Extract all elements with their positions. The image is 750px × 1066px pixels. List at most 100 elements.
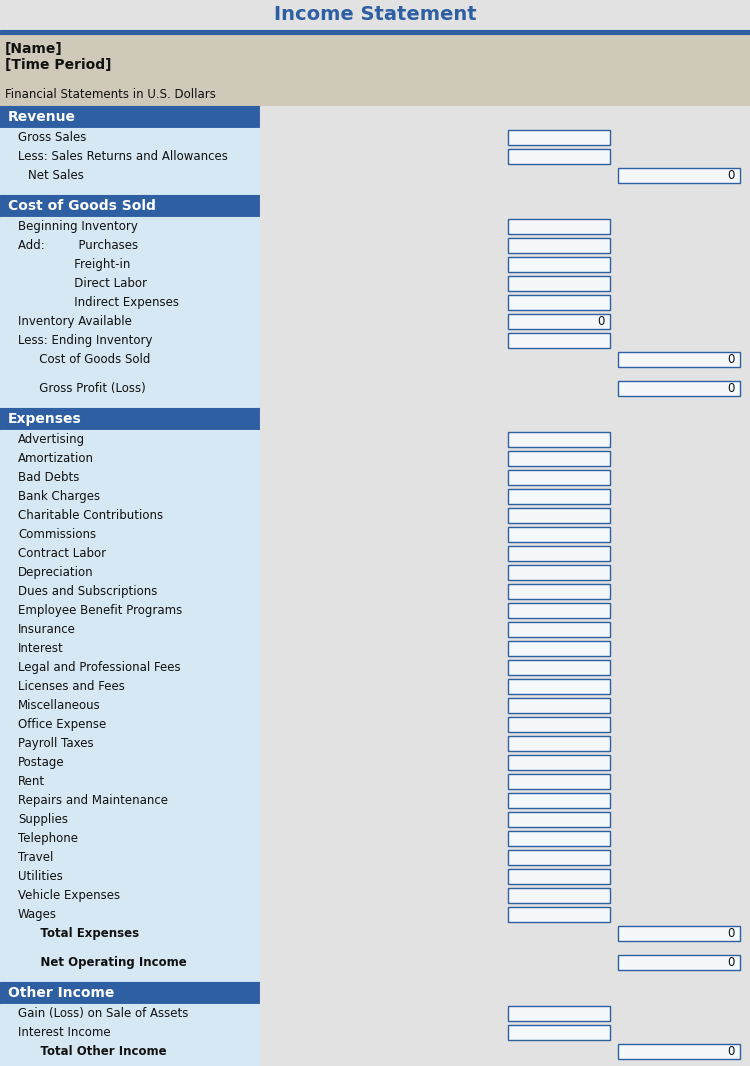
Bar	[260, 398, 750, 408]
Bar	[260, 753, 750, 772]
Text: Miscellaneous: Miscellaneous	[18, 699, 101, 712]
Text: Net Sales: Net Sales	[28, 169, 84, 182]
Bar	[508, 565, 610, 580]
Text: 0: 0	[728, 1045, 735, 1057]
Bar	[0, 34, 750, 106]
Bar	[508, 850, 610, 865]
Bar	[0, 753, 260, 772]
Bar	[618, 926, 740, 941]
Bar	[260, 128, 750, 147]
Bar	[508, 679, 610, 694]
Text: Advertising: Advertising	[18, 433, 85, 446]
Bar	[508, 276, 610, 291]
Bar	[260, 1061, 750, 1066]
Text: Payroll Taxes: Payroll Taxes	[18, 737, 94, 750]
Bar	[0, 982, 260, 1004]
Bar	[260, 487, 750, 506]
Bar	[0, 147, 260, 166]
Text: Total Other Income: Total Other Income	[28, 1045, 166, 1057]
Bar	[260, 255, 750, 274]
Bar	[508, 546, 610, 561]
Bar	[508, 907, 610, 922]
Bar	[260, 369, 750, 379]
Text: Financial Statements in U.S. Dollars: Financial Statements in U.S. Dollars	[5, 88, 216, 101]
Bar	[508, 869, 610, 884]
Text: 0: 0	[728, 353, 735, 366]
Bar	[508, 812, 610, 827]
Bar	[0, 106, 260, 128]
Bar	[260, 715, 750, 734]
Bar	[618, 352, 740, 367]
Bar	[0, 379, 260, 398]
Bar	[260, 696, 750, 715]
Bar	[0, 639, 260, 658]
Bar	[260, 185, 750, 195]
Bar	[0, 350, 260, 369]
Bar	[0, 369, 260, 379]
Text: Dues and Subscriptions: Dues and Subscriptions	[18, 585, 158, 598]
Bar	[618, 1044, 740, 1059]
Bar	[508, 219, 610, 235]
Bar	[260, 544, 750, 563]
Bar	[260, 620, 750, 639]
Bar	[0, 886, 260, 905]
Bar	[260, 449, 750, 468]
Bar	[260, 953, 750, 972]
Text: Supplies: Supplies	[18, 813, 68, 826]
Bar	[0, 582, 260, 601]
Bar	[260, 867, 750, 886]
Bar	[260, 236, 750, 255]
Bar	[260, 1041, 750, 1061]
Bar	[260, 166, 750, 185]
Text: Cost of Goods Sold: Cost of Goods Sold	[8, 199, 156, 213]
Bar	[0, 1061, 260, 1066]
Bar	[0, 677, 260, 696]
Text: Interest Income: Interest Income	[18, 1025, 111, 1039]
Bar	[260, 791, 750, 810]
Bar	[260, 524, 750, 544]
Text: Licenses and Fees: Licenses and Fees	[18, 680, 125, 693]
Bar	[0, 620, 260, 639]
Text: Charitable Contributions: Charitable Contributions	[18, 508, 164, 522]
Bar	[508, 257, 610, 272]
Bar	[508, 451, 610, 466]
Text: Commissions: Commissions	[18, 528, 96, 542]
Bar	[0, 524, 260, 544]
Bar	[260, 408, 750, 430]
Text: [Name]: [Name]	[5, 42, 63, 56]
Bar	[260, 772, 750, 791]
Bar	[0, 408, 260, 430]
Bar	[0, 506, 260, 524]
Bar	[0, 867, 260, 886]
Bar	[260, 972, 750, 982]
Bar	[0, 924, 260, 943]
Text: Revenue: Revenue	[8, 110, 76, 124]
Text: Wages: Wages	[18, 908, 57, 921]
Text: Indirect Expenses: Indirect Expenses	[18, 296, 179, 309]
Bar	[0, 905, 260, 924]
Text: Cost of Goods Sold: Cost of Goods Sold	[28, 353, 150, 366]
Bar	[0, 953, 260, 972]
Bar	[508, 333, 610, 348]
Bar	[0, 255, 260, 274]
Bar	[0, 696, 260, 715]
Bar	[508, 660, 610, 675]
Text: Postage: Postage	[18, 756, 64, 769]
Bar	[260, 677, 750, 696]
Bar	[260, 734, 750, 753]
Text: Depreciation: Depreciation	[18, 566, 94, 579]
Bar	[260, 639, 750, 658]
Bar	[0, 312, 260, 332]
Text: Less: Ending Inventory: Less: Ending Inventory	[18, 334, 152, 348]
Text: Utilities: Utilities	[18, 870, 63, 883]
Bar	[508, 888, 610, 903]
Bar	[508, 130, 610, 145]
Bar	[260, 379, 750, 398]
Bar	[0, 332, 260, 350]
Bar	[260, 829, 750, 847]
Text: Contract Labor: Contract Labor	[18, 547, 106, 560]
Bar	[260, 658, 750, 677]
Bar	[0, 166, 260, 185]
Bar	[0, 217, 260, 236]
Text: Direct Labor: Direct Labor	[18, 277, 147, 290]
